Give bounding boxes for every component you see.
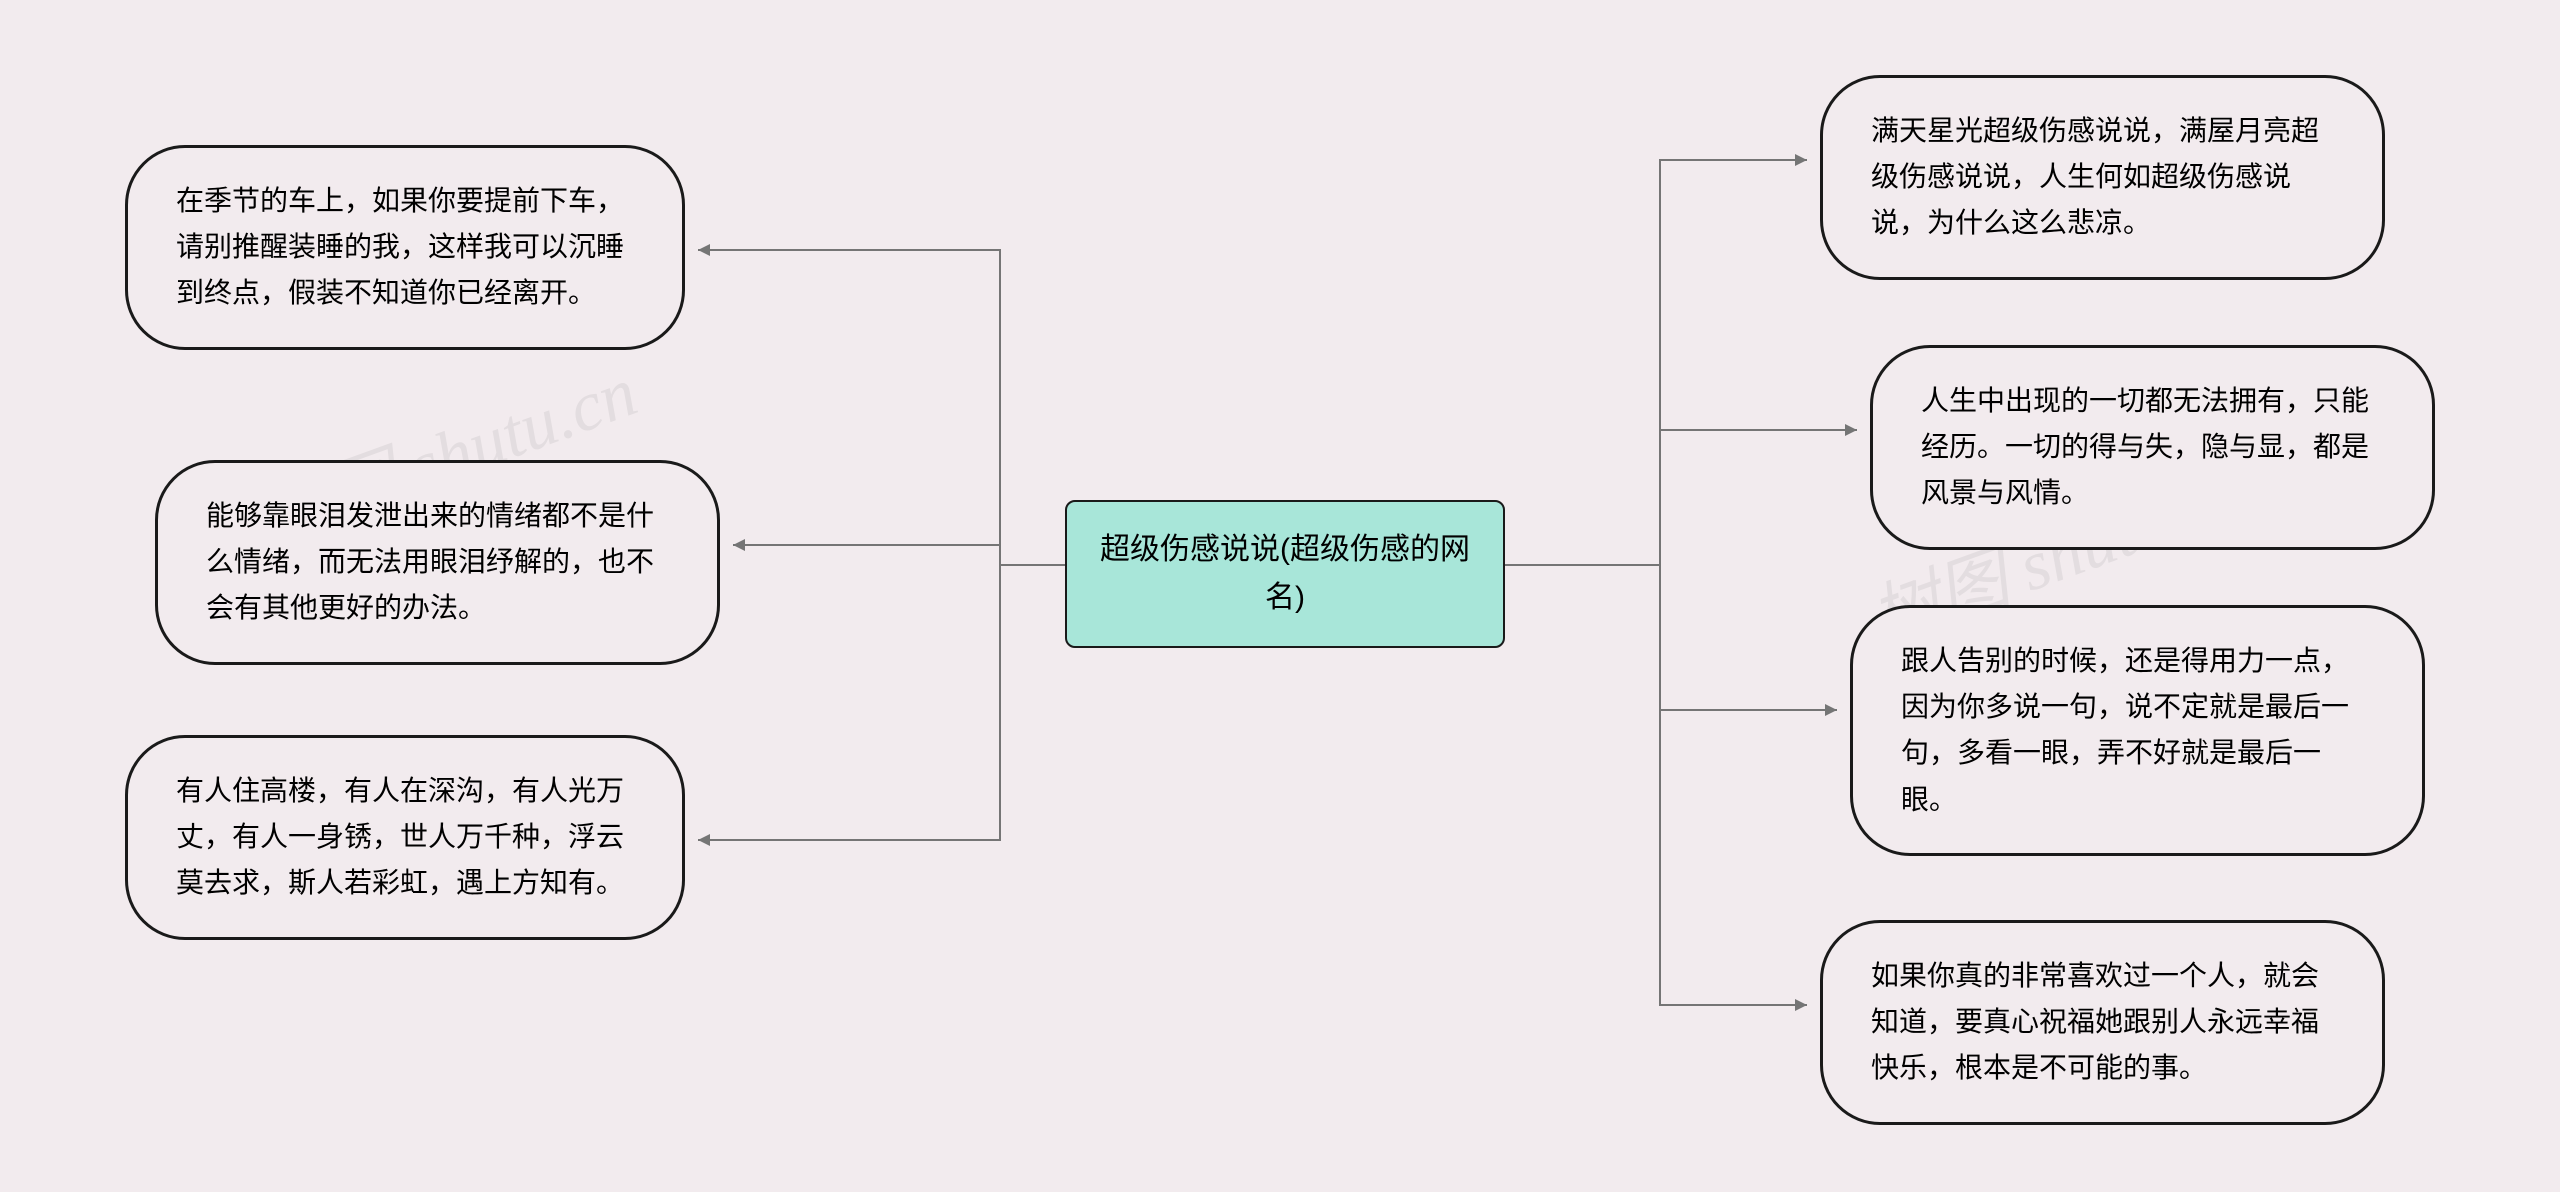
leaf-text: 有人住高楼，有人在深沟，有人光万丈，有人一身锈，世人万千种，浮云莫去求，斯人若彩… — [176, 775, 624, 898]
leaf-text: 满天星光超级伤感说说，满屋月亮超级伤感说说，人生何如超级伤感说说，为什么这么悲凉… — [1871, 115, 2319, 238]
leaf-text: 能够靠眼泪发泄出来的情绪都不是什么情绪，而无法用眼泪纾解的，也不会有其他更好的办… — [206, 500, 654, 623]
leaf-text: 如果你真的非常喜欢过一个人，就会知道，要真心祝福她跟别人永远幸福快乐，根本是不可… — [1871, 960, 2319, 1083]
right-node-3: 跟人告别的时候，还是得用力一点，因为你多说一句，说不定就是最后一句，多看一眼，弄… — [1850, 605, 2425, 856]
leaf-text: 跟人告别的时候，还是得用力一点，因为你多说一句，说不定就是最后一句，多看一眼，弄… — [1901, 645, 2349, 815]
leaf-text: 在季节的车上，如果你要提前下车，请别推醒装睡的我，这样我可以沉睡到终点，假装不知… — [176, 185, 624, 308]
right-node-4: 如果你真的非常喜欢过一个人，就会知道，要真心祝福她跟别人永远幸福快乐，根本是不可… — [1820, 920, 2385, 1125]
left-node-1: 在季节的车上，如果你要提前下车，请别推醒装睡的我，这样我可以沉睡到终点，假装不知… — [125, 145, 685, 350]
left-node-2: 能够靠眼泪发泄出来的情绪都不是什么情绪，而无法用眼泪纾解的，也不会有其他更好的办… — [155, 460, 720, 665]
center-node-text: 超级伤感说说(超级伤感的网名) — [1100, 533, 1470, 614]
center-node: 超级伤感说说(超级伤感的网名) — [1065, 500, 1505, 648]
right-node-2: 人生中出现的一切都无法拥有，只能经历。一切的得与失，隐与显，都是风景与风情。 — [1870, 345, 2435, 550]
leaf-text: 人生中出现的一切都无法拥有，只能经历。一切的得与失，隐与显，都是风景与风情。 — [1921, 385, 2369, 508]
right-node-1: 满天星光超级伤感说说，满屋月亮超级伤感说说，人生何如超级伤感说说，为什么这么悲凉… — [1820, 75, 2385, 280]
left-node-3: 有人住高楼，有人在深沟，有人光万丈，有人一身锈，世人万千种，浮云莫去求，斯人若彩… — [125, 735, 685, 940]
